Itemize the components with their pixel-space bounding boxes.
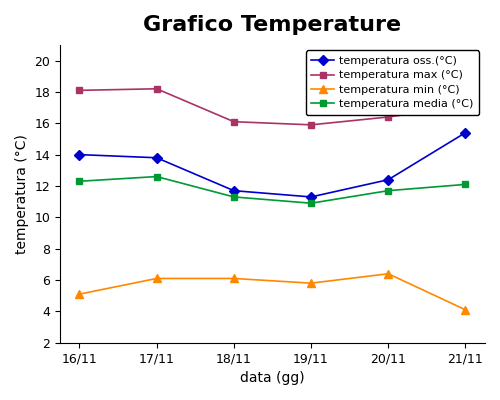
temperatura oss.(°C) (76, 152, 82, 157)
Y-axis label: temperatura (°C): temperatura (°C) (15, 134, 29, 254)
temperatura max (°C) (308, 122, 314, 127)
temperatura media (°C) (231, 194, 237, 199)
Line: temperatura media (°C): temperatura media (°C) (76, 173, 469, 207)
temperatura min (°C) (76, 292, 82, 296)
Legend: temperatura oss.(°C), temperatura max (°C), temperatura min (°C), temperatura me: temperatura oss.(°C), temperatura max (°… (306, 50, 479, 115)
temperatura max (°C) (154, 86, 160, 91)
temperatura max (°C) (385, 114, 391, 119)
temperatura min (°C) (231, 276, 237, 281)
temperatura media (°C) (76, 179, 82, 184)
temperatura oss.(°C) (385, 177, 391, 182)
temperatura min (°C) (462, 308, 468, 312)
Line: temperatura max (°C): temperatura max (°C) (76, 85, 469, 128)
temperatura media (°C) (385, 188, 391, 193)
temperatura min (°C) (308, 281, 314, 286)
Title: Grafico Temperature: Grafico Temperature (144, 15, 402, 35)
temperatura oss.(°C) (462, 130, 468, 135)
temperatura oss.(°C) (231, 188, 237, 193)
temperatura media (°C) (462, 182, 468, 187)
Line: temperatura oss.(°C): temperatura oss.(°C) (76, 129, 469, 200)
temperatura oss.(°C) (154, 155, 160, 160)
temperatura max (°C) (76, 88, 82, 93)
temperatura media (°C) (308, 201, 314, 206)
temperatura oss.(°C) (308, 194, 314, 199)
temperatura min (°C) (385, 271, 391, 276)
temperatura media (°C) (154, 174, 160, 179)
temperatura max (°C) (231, 119, 237, 124)
X-axis label: data (gg): data (gg) (240, 371, 305, 385)
temperatura min (°C) (154, 276, 160, 281)
Line: temperatura min (°C): temperatura min (°C) (76, 270, 469, 314)
temperatura max (°C) (462, 104, 468, 108)
